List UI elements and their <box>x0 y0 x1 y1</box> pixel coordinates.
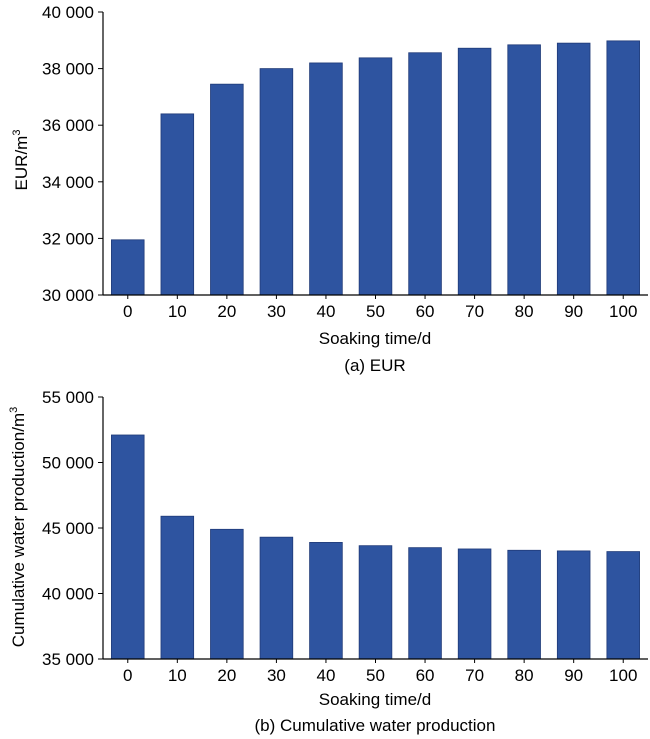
bar-water-40 <box>309 542 343 660</box>
x-tick-label-eur-10: 10 <box>168 302 187 321</box>
bar-eur-0 <box>111 239 145 296</box>
chart-panel-eur: 0 10 20 30 40 50 60 70 80 90 100 30 000 32 000 34 000… <box>11 3 648 375</box>
y-tick-label-water-35000: 35 000 <box>42 650 94 669</box>
x-tick-label-eur-50: 50 <box>366 302 385 321</box>
bar-eur-80 <box>507 44 541 296</box>
bar-eur-30 <box>259 68 294 296</box>
y-tick-label-water-45000: 45 000 <box>42 519 94 538</box>
x-tick-label-water-0: 0 <box>123 666 132 685</box>
y-tick-label-water-50000: 50 000 <box>42 454 94 473</box>
x-tick-label-water-100: 100 <box>609 666 637 685</box>
y-tick-label-eur-36000: 36 000 <box>42 116 94 135</box>
x-tick-label-eur-0: 0 <box>123 302 132 321</box>
x-axis-title-eur: Soaking time/d <box>319 329 431 348</box>
bar-eur-40 <box>309 62 343 296</box>
x-tick-label-eur-70: 70 <box>465 302 484 321</box>
y-axis-title-eur: EUR/m3 <box>11 130 31 191</box>
bar-water-20 <box>210 528 244 660</box>
x-tick-label-water-90: 90 <box>564 666 583 685</box>
y-tick-label-eur-30000: 30 000 <box>42 286 94 305</box>
caption-eur: (a) EUR <box>344 356 405 375</box>
x-tick-label-water-70: 70 <box>465 666 484 685</box>
y-axis-title-water-text: Cumulative water production/m <box>9 413 28 647</box>
x-tick-label-eur-80: 80 <box>515 302 534 321</box>
bar-eur-70 <box>457 47 492 296</box>
x-tick-label-eur-20: 20 <box>217 302 236 321</box>
x-tick-label-eur-40: 40 <box>316 302 335 321</box>
bar-water-80 <box>507 549 541 660</box>
x-tick-label-eur-60: 60 <box>416 302 435 321</box>
bar-eur-20 <box>210 83 244 296</box>
bar-eur-100 <box>606 40 640 296</box>
y-tick-label-eur-40000: 40 000 <box>42 3 94 22</box>
bar-water-30 <box>259 536 294 660</box>
x-tick-label-water-60: 60 <box>416 666 435 685</box>
bar-water-0 <box>111 434 145 660</box>
x-tick-label-eur-100: 100 <box>609 302 637 321</box>
bar-water-50 <box>358 545 393 660</box>
y-tick-label-water-55000: 55 000 <box>42 388 94 407</box>
x-tick-label-eur-30: 30 <box>267 302 286 321</box>
bar-eur-10 <box>160 113 195 296</box>
bar-eur-60 <box>408 52 442 296</box>
bar-water-60 <box>408 547 442 660</box>
chart-panel-water: 0 10 20 30 40 50 60 70 80 90 100 35 000 40 000 45 000… <box>8 388 648 735</box>
axes-eur: 0 10 20 30 40 50 60 70 80 90 100 30 000 32 000 34 000… <box>42 3 648 321</box>
x-tick-label-eur-90: 90 <box>564 302 583 321</box>
x-tick-label-water-30: 30 <box>267 666 286 685</box>
bar-water-70 <box>457 548 492 660</box>
bar-water-90 <box>556 550 591 660</box>
y-tick-label-eur-32000: 32 000 <box>42 229 94 248</box>
x-axis-title-water: Soaking time/d <box>319 690 431 709</box>
y-axis-title-eur-superscript: 3 <box>11 130 23 136</box>
bar-eur-50 <box>358 57 393 296</box>
bar-water-10 <box>160 515 195 660</box>
bar-group-water <box>111 434 640 660</box>
y-tick-label-eur-34000: 34 000 <box>42 173 94 192</box>
caption-water: (b) Cumulative water production <box>255 716 496 735</box>
x-tick-label-water-80: 80 <box>515 666 534 685</box>
bar-eur-90 <box>556 42 591 296</box>
y-tick-label-water-40000: 40 000 <box>42 585 94 604</box>
y-axis-title-water: Cumulative water production/m3 <box>8 407 28 647</box>
x-tick-label-water-10: 10 <box>168 666 187 685</box>
y-axis-title-water-superscript: 3 <box>8 407 20 413</box>
x-tick-label-water-50: 50 <box>366 666 385 685</box>
y-axis-title-eur-text: EUR/m <box>12 136 31 191</box>
x-tick-label-water-40: 40 <box>316 666 335 685</box>
bar-water-100 <box>606 551 640 660</box>
bar-group-eur <box>111 40 640 296</box>
axes-water: 0 10 20 30 40 50 60 70 80 90 100 35 000 40 000 45 000… <box>42 388 648 685</box>
x-tick-label-water-20: 20 <box>217 666 236 685</box>
y-tick-label-eur-38000: 38 000 <box>42 60 94 79</box>
